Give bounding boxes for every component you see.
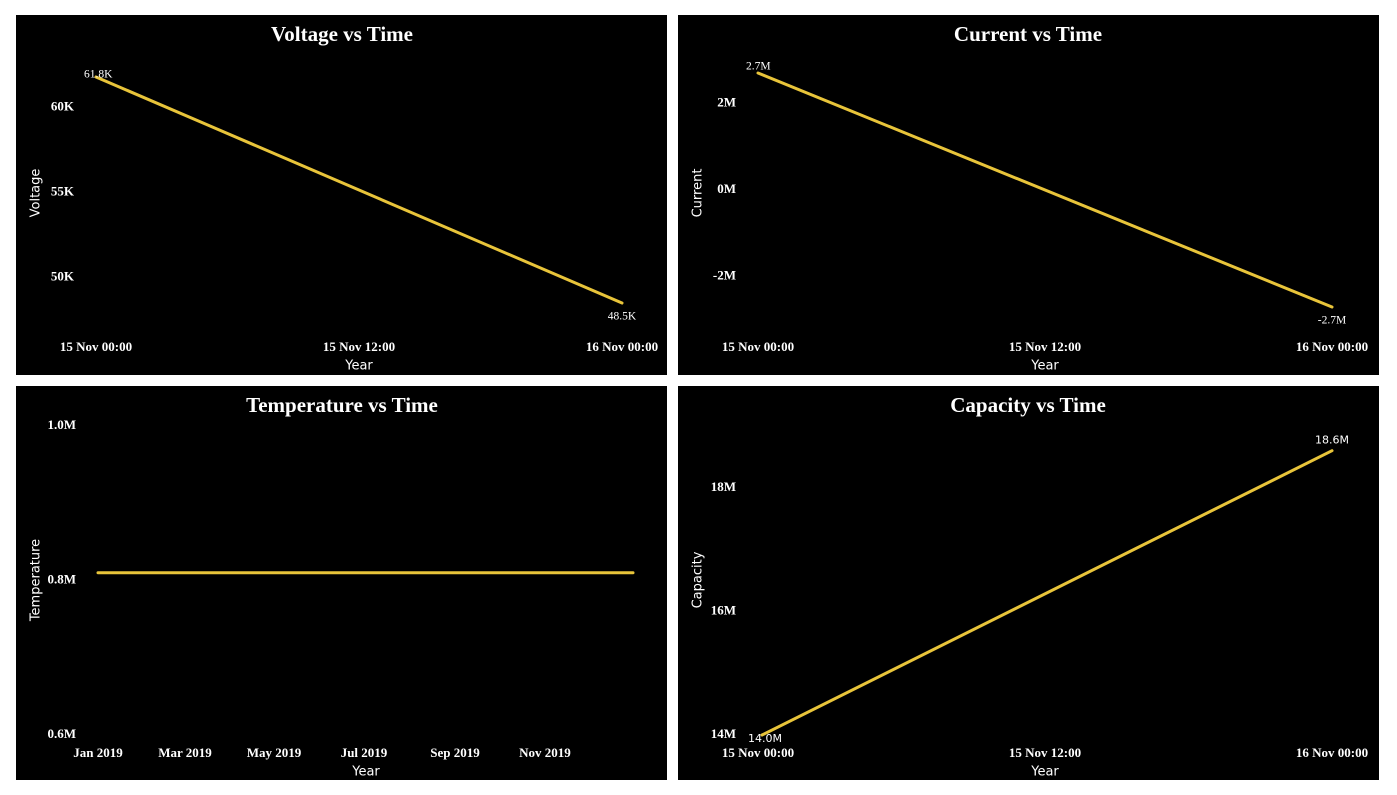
temperature-y-tick-label: 0.8M [47, 571, 76, 586]
capacity-y-tick-label: 18M [711, 479, 736, 494]
voltage-x-axis-label: Year [344, 359, 373, 374]
temperature-y-tick-label: 0.6M [47, 726, 76, 741]
capacity-x-tick-label: 15 Nov 00:00 [722, 745, 794, 760]
capacity-x-tick-label: 16 Nov 00:00 [1296, 745, 1368, 760]
voltage-data-label: 61.8K [84, 69, 113, 81]
temperature-x-tick-label: Jan 2019 [73, 745, 123, 760]
voltage-y-tick-label: 50K [51, 269, 75, 284]
capacity-data-label: 14.0M [748, 732, 782, 745]
voltage-x-tick-label: 16 Nov 00:00 [586, 339, 658, 354]
temperature-chart-svg: Temperature vs Time 0.6M 0.8M 1.0M Jan 2019 M… [29, 393, 635, 780]
voltage-chart-title: Voltage vs Time [271, 22, 413, 46]
temperature-x-tick-label: Nov 2019 [519, 745, 571, 760]
capacity-y-tick-label: 16M [711, 602, 736, 617]
capacity-x-axis-label: Year [1030, 765, 1059, 780]
temperature-x-tick-label: Mar 2019 [158, 745, 212, 760]
current-x-tick-label: 15 Nov 00:00 [722, 339, 794, 354]
current-x-axis-label: Year [1030, 359, 1059, 374]
voltage-y-axis-label: Voltage [29, 169, 44, 218]
capacity-data-label: 18.6M [1315, 434, 1349, 447]
capacity-y-axis-label: Capacity [691, 551, 706, 608]
temperature-x-tick-label: May 2019 [247, 745, 302, 760]
temperature-x-tick-label: Sep 2019 [430, 745, 480, 760]
temperature-x-axis-label: Year [351, 765, 380, 780]
current-y-axis-label: Current [691, 169, 706, 218]
temperature-chart-panel: Temperature vs Time 0.6M 0.8M 1.0M Jan 2019 M… [16, 386, 667, 780]
voltage-y-tick-label: 55K [51, 184, 75, 199]
voltage-series-line [94, 75, 624, 305]
capacity-y-tick-label: 14M [711, 726, 736, 741]
current-series-line [756, 71, 1334, 309]
capacity-chart-panel: Capacity vs Time 14M 16M 18M 15 Nov 00:00 15 … [678, 386, 1379, 780]
capacity-chart-svg: Capacity vs Time 14M 16M 18M 15 Nov 00:00 15 … [691, 393, 1369, 780]
current-y-tick-label: 0M [717, 181, 736, 196]
current-chart-panel: Current vs Time -2M 0M 2M 15 Nov 00:00 15 Nov… [678, 15, 1379, 375]
current-data-label: 2.7M [746, 61, 771, 73]
temperature-y-axis-label: Temperature [29, 539, 44, 622]
voltage-x-tick-label: 15 Nov 12:00 [323, 339, 395, 354]
temperature-y-tick-label: 1.0M [47, 417, 76, 432]
temperature-chart-title: Temperature vs Time [246, 393, 438, 417]
current-x-tick-label: 15 Nov 12:00 [1009, 339, 1081, 354]
voltage-chart-panel: Voltage vs Time 50K 55K 60K 15 Nov 00:00 15 N… [16, 15, 667, 375]
current-chart-title: Current vs Time [954, 22, 1102, 46]
current-y-tick-label: 2M [717, 94, 736, 109]
current-x-tick-label: 16 Nov 00:00 [1296, 339, 1368, 354]
temperature-x-tick-label: Jul 2019 [341, 745, 388, 760]
capacity-chart-title: Capacity vs Time [950, 393, 1106, 417]
current-data-label: -2.7M [1318, 315, 1346, 327]
voltage-chart-svg: Voltage vs Time 50K 55K 60K 15 Nov 00:00 15 N… [29, 22, 659, 374]
voltage-data-label: 48.5K [608, 311, 637, 323]
voltage-x-tick-label: 15 Nov 00:00 [60, 339, 132, 354]
capacity-series-line [760, 449, 1334, 737]
current-y-tick-label: -2M [713, 268, 736, 283]
voltage-y-tick-label: 60K [51, 99, 75, 114]
current-chart-svg: Current vs Time -2M 0M 2M 15 Nov 00:00 15 Nov… [691, 22, 1369, 374]
capacity-x-tick-label: 15 Nov 12:00 [1009, 745, 1081, 760]
